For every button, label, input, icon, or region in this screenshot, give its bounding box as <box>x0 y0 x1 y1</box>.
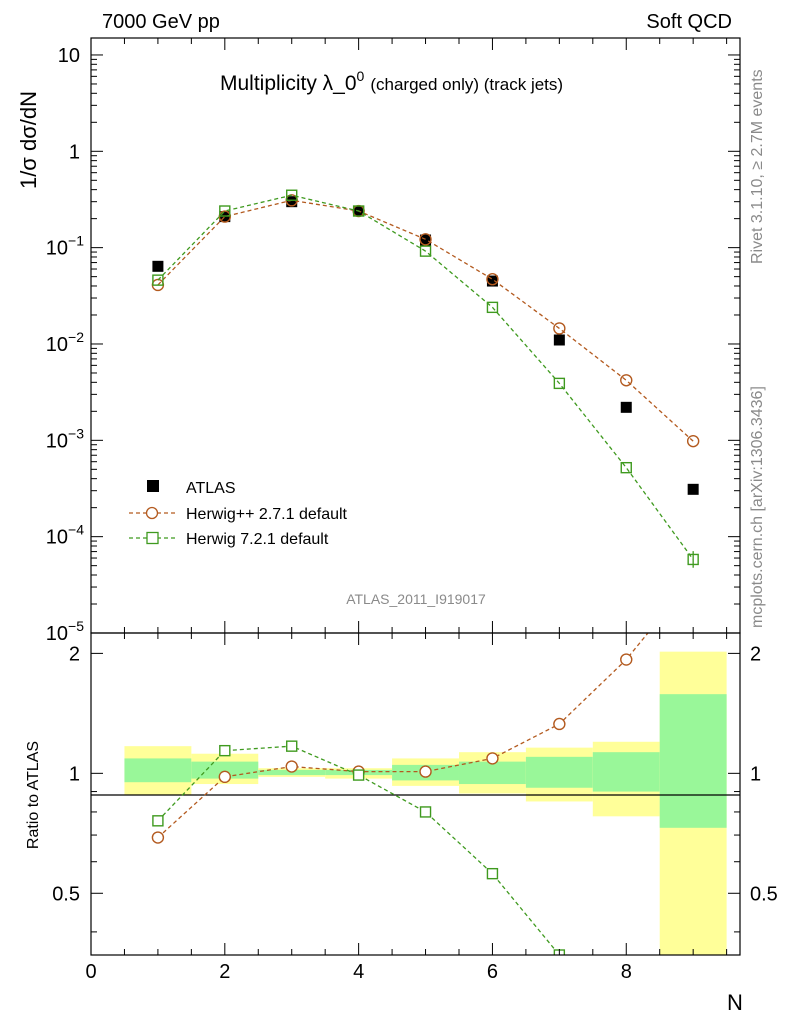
ratio-y-tick-label: 0.5 <box>52 883 80 905</box>
main-y-tick-label: 10−5 <box>46 618 84 645</box>
mcplots-label: mcplots.cern.ch [arXiv:1306.3436] <box>749 386 766 628</box>
ratio-herwig7-point <box>152 815 164 827</box>
chart-title: Multiplicity λ_00 (charged only) (track j… <box>220 68 563 95</box>
herwigpp-point <box>620 374 633 387</box>
ratio-herwigpp-point <box>218 770 232 784</box>
rivet-label: Rivet 3.1.10, ≥ 2.7M events <box>749 69 766 264</box>
ratio-herwigpp-point <box>486 752 499 765</box>
main-panel: 10 1 10−1 10−2 10−3 10−4 10−5 1/σ dσ/dN Multip… <box>16 37 741 645</box>
herwig7-point <box>620 461 632 474</box>
ratio-stat-band <box>458 761 526 785</box>
herwig7-point <box>152 274 164 286</box>
herwig7-point <box>419 245 432 257</box>
chart-title-superscript: 0 <box>357 68 365 84</box>
herwig7-point <box>486 301 499 314</box>
main-y-axis-label: 1/σ dσ/dN <box>16 91 41 189</box>
header-left: 7000 GeV pp <box>102 11 220 33</box>
ratio-series-line-0 <box>157 633 649 839</box>
chart-title-suffix: (charged only) (track jets) <box>370 75 563 94</box>
ratio-herwig7-point <box>286 740 298 752</box>
ratio-stat-band <box>592 752 660 792</box>
legend-herwigpp-label: Herwig++ 2.7.1 default <box>186 506 348 523</box>
ratio-herwig7-point <box>352 769 365 781</box>
ratio-herwig7-point <box>486 867 499 880</box>
ratio-herwigpp-point <box>285 760 298 773</box>
legend-herwig7-label: Herwig 7.2.1 default <box>186 531 329 548</box>
ratio-panel: 0.5 0.5 1 1 2 2 0 2 4 6 8 Ratio to ATLAS N <box>25 632 778 1015</box>
legend-atlas-label: ATLAS <box>186 480 236 497</box>
ratio-frame <box>90 632 741 956</box>
herwigpp-point <box>686 434 700 448</box>
chart-title-main: Multiplicity λ_0 <box>220 72 357 95</box>
ratio-stat-band <box>525 756 593 788</box>
ratio-series-line-1 <box>157 745 561 955</box>
ratio-herwig7-point <box>419 806 432 818</box>
herwig7-point <box>553 377 566 390</box>
x-axis-label: N <box>727 990 743 1015</box>
ratio-y-tick-label: 2 <box>69 643 80 665</box>
ratio-herwig7-point <box>219 744 231 757</box>
herwigpp-point <box>553 322 566 335</box>
main-series-line-1 <box>157 199 694 442</box>
analysis-id: ATLAS_2011_I919017 <box>346 591 486 607</box>
atlas-point <box>620 401 632 413</box>
header-right: Soft QCD <box>646 11 732 33</box>
legend: ATLAS Herwig++ 2.7.1 default Herwig 7.2.… <box>129 480 348 548</box>
main-y-tick-label: 10−4 <box>46 522 84 549</box>
atlas-point <box>420 234 432 246</box>
ratio-y-tick-label: 1 <box>69 763 80 785</box>
x-tick-label: 0 <box>85 961 96 983</box>
ratio-y-tick-label-right: 1 <box>750 763 761 785</box>
ratio-herwigpp-point <box>553 717 566 731</box>
main-y-tick-label: 10−1 <box>46 233 84 260</box>
atlas-point <box>152 260 164 272</box>
legend-atlas-marker <box>147 480 159 492</box>
ratio-stat-band <box>659 694 727 828</box>
ratio-herwigpp-point <box>620 653 633 666</box>
herwig7-point <box>219 205 231 217</box>
legend-herwig7-marker <box>146 531 159 545</box>
atlas-point <box>553 334 565 346</box>
x-tick-label: 4 <box>353 961 364 983</box>
x-tick-label: 8 <box>621 961 632 983</box>
atlas-point <box>286 196 298 208</box>
herwigpp-point <box>486 273 499 286</box>
herwig7-point <box>352 205 365 217</box>
ratio-stat-band <box>124 758 192 783</box>
ratio-y-axis-label: Ratio to ATLAS <box>25 741 42 849</box>
ratio-herwigpp-point <box>419 765 432 778</box>
atlas-point <box>486 275 498 287</box>
herwig7-point <box>286 189 298 201</box>
atlas-point <box>687 483 699 495</box>
main-y-tick-label: 10−2 <box>46 329 84 356</box>
ratio-y-tick-label-right: 0.5 <box>750 883 778 905</box>
x-tick-label: 2 <box>219 961 230 983</box>
main-y-tick-label: 10 <box>58 45 80 67</box>
herwigpp-point <box>419 233 432 246</box>
main-series-line-2 <box>157 194 694 560</box>
ratio-herwigpp-point <box>151 831 165 844</box>
x-tick-label: 6 <box>487 961 498 983</box>
main-y-tick-label: 10−3 <box>46 425 84 452</box>
ratio-y-tick-label-right: 2 <box>750 643 761 665</box>
main-y-tick-label: 1 <box>69 141 80 163</box>
legend-herwigpp-marker <box>145 506 159 520</box>
